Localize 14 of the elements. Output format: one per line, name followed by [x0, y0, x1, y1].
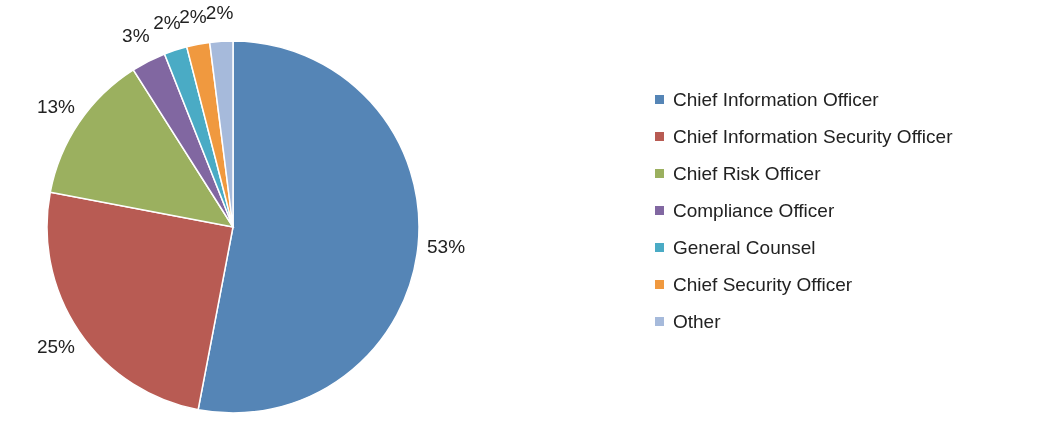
- legend-label: Compliance Officer: [673, 199, 835, 221]
- legend-label: Chief Security Officer: [673, 273, 853, 295]
- data-label: 2%: [205, 2, 234, 24]
- data-label: 2%: [153, 12, 181, 34]
- data-label: 3%: [122, 25, 150, 47]
- legend-label: Chief Information Security Officer: [673, 125, 954, 147]
- data-label: 53%: [427, 236, 466, 258]
- data-label: 13%: [36, 95, 76, 117]
- data-label: 25%: [36, 336, 76, 358]
- legend-label: Chief Risk Officer: [673, 162, 822, 184]
- legend-label: Chief Information Officer: [673, 88, 880, 110]
- legend-label: Other: [673, 310, 722, 332]
- legend-label: General Counsel: [673, 236, 816, 258]
- data-label: 2%: [179, 5, 207, 27]
